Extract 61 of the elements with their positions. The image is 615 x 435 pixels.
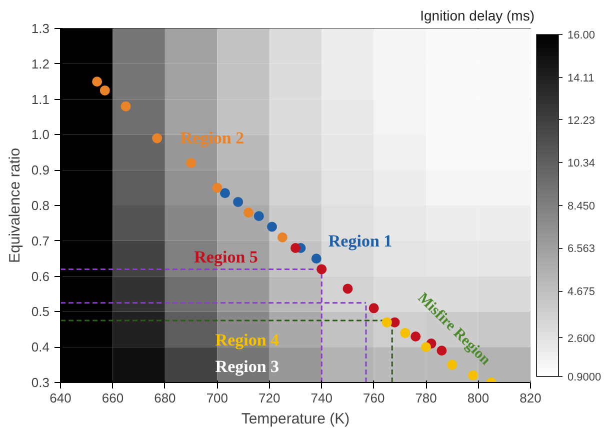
x-tick-label: 640 [50,390,72,406]
point [421,342,432,352]
x-tick-label: 720 [258,390,280,406]
x-tick-label: 820 [520,390,542,406]
y-tick-label: 0.7 [31,233,50,248]
annotation: Region 1 [328,231,392,250]
color-bar-label: 4.675 [568,286,596,298]
point [382,317,392,328]
point [290,242,300,253]
color-bar-label: 10.34 [568,158,596,170]
y-tick-label: 1.0 [31,127,50,142]
x-axis-title: Temperature (K) [241,410,350,428]
point [220,188,230,198]
point [267,222,277,232]
point [152,133,162,144]
y-tick-label: 0.9 [31,162,50,178]
point [254,211,264,222]
color-bar-label: 12.23 [568,114,596,127]
point [410,331,421,342]
color-bar-label: 16.00 [568,30,596,42]
point [100,85,110,96]
annotation: Region 2 [180,128,244,148]
color-bar-label: 2.600 [568,332,596,345]
y-tick-label: 1.3 [31,21,50,36]
x-tick-label: 680 [154,390,176,406]
y-tick-label: 1.1 [31,92,50,107]
color-bar-label: 0.9000 [568,372,602,384]
point [244,208,254,218]
x-tick-label: 760 [362,390,385,406]
point [311,254,322,264]
point [368,303,379,314]
color-bar-label: 6.563 [568,243,596,256]
y-tick-label: 0.8 [31,198,50,213]
point [400,328,410,338]
annotation: Region 4 [215,330,280,350]
y-tick-label: 0.6 [31,268,50,284]
point [342,284,353,294]
point [468,370,478,380]
x-tick-label: 700 [206,390,228,406]
y-axis-title: Equivalence ratio [6,148,24,264]
point [277,232,288,242]
point [120,101,131,112]
point [92,76,102,87]
annotation: Region 5 [194,247,258,266]
color-bar-title: Ignition delay (ms) [420,8,535,24]
y-tick-label: 0.5 [31,304,50,320]
point [436,346,447,356]
point [186,158,196,168]
x-tick-label: 800 [467,390,490,406]
point [233,196,244,207]
y-tick-label: 1.2 [31,56,50,72]
x-tick-label: 780 [415,390,437,406]
color-bar-label: 14.11 [568,72,594,84]
x-tick-label: 660 [102,390,124,406]
y-tick-label: 0.3 [31,375,50,390]
x-tick-label: 740 [310,390,332,406]
color-bar-label: 8.450 [568,200,596,212]
point [316,264,327,274]
y-tick-label: 0.4 [31,340,50,355]
point [212,182,222,193]
annotation: Region 3 [215,357,280,376]
